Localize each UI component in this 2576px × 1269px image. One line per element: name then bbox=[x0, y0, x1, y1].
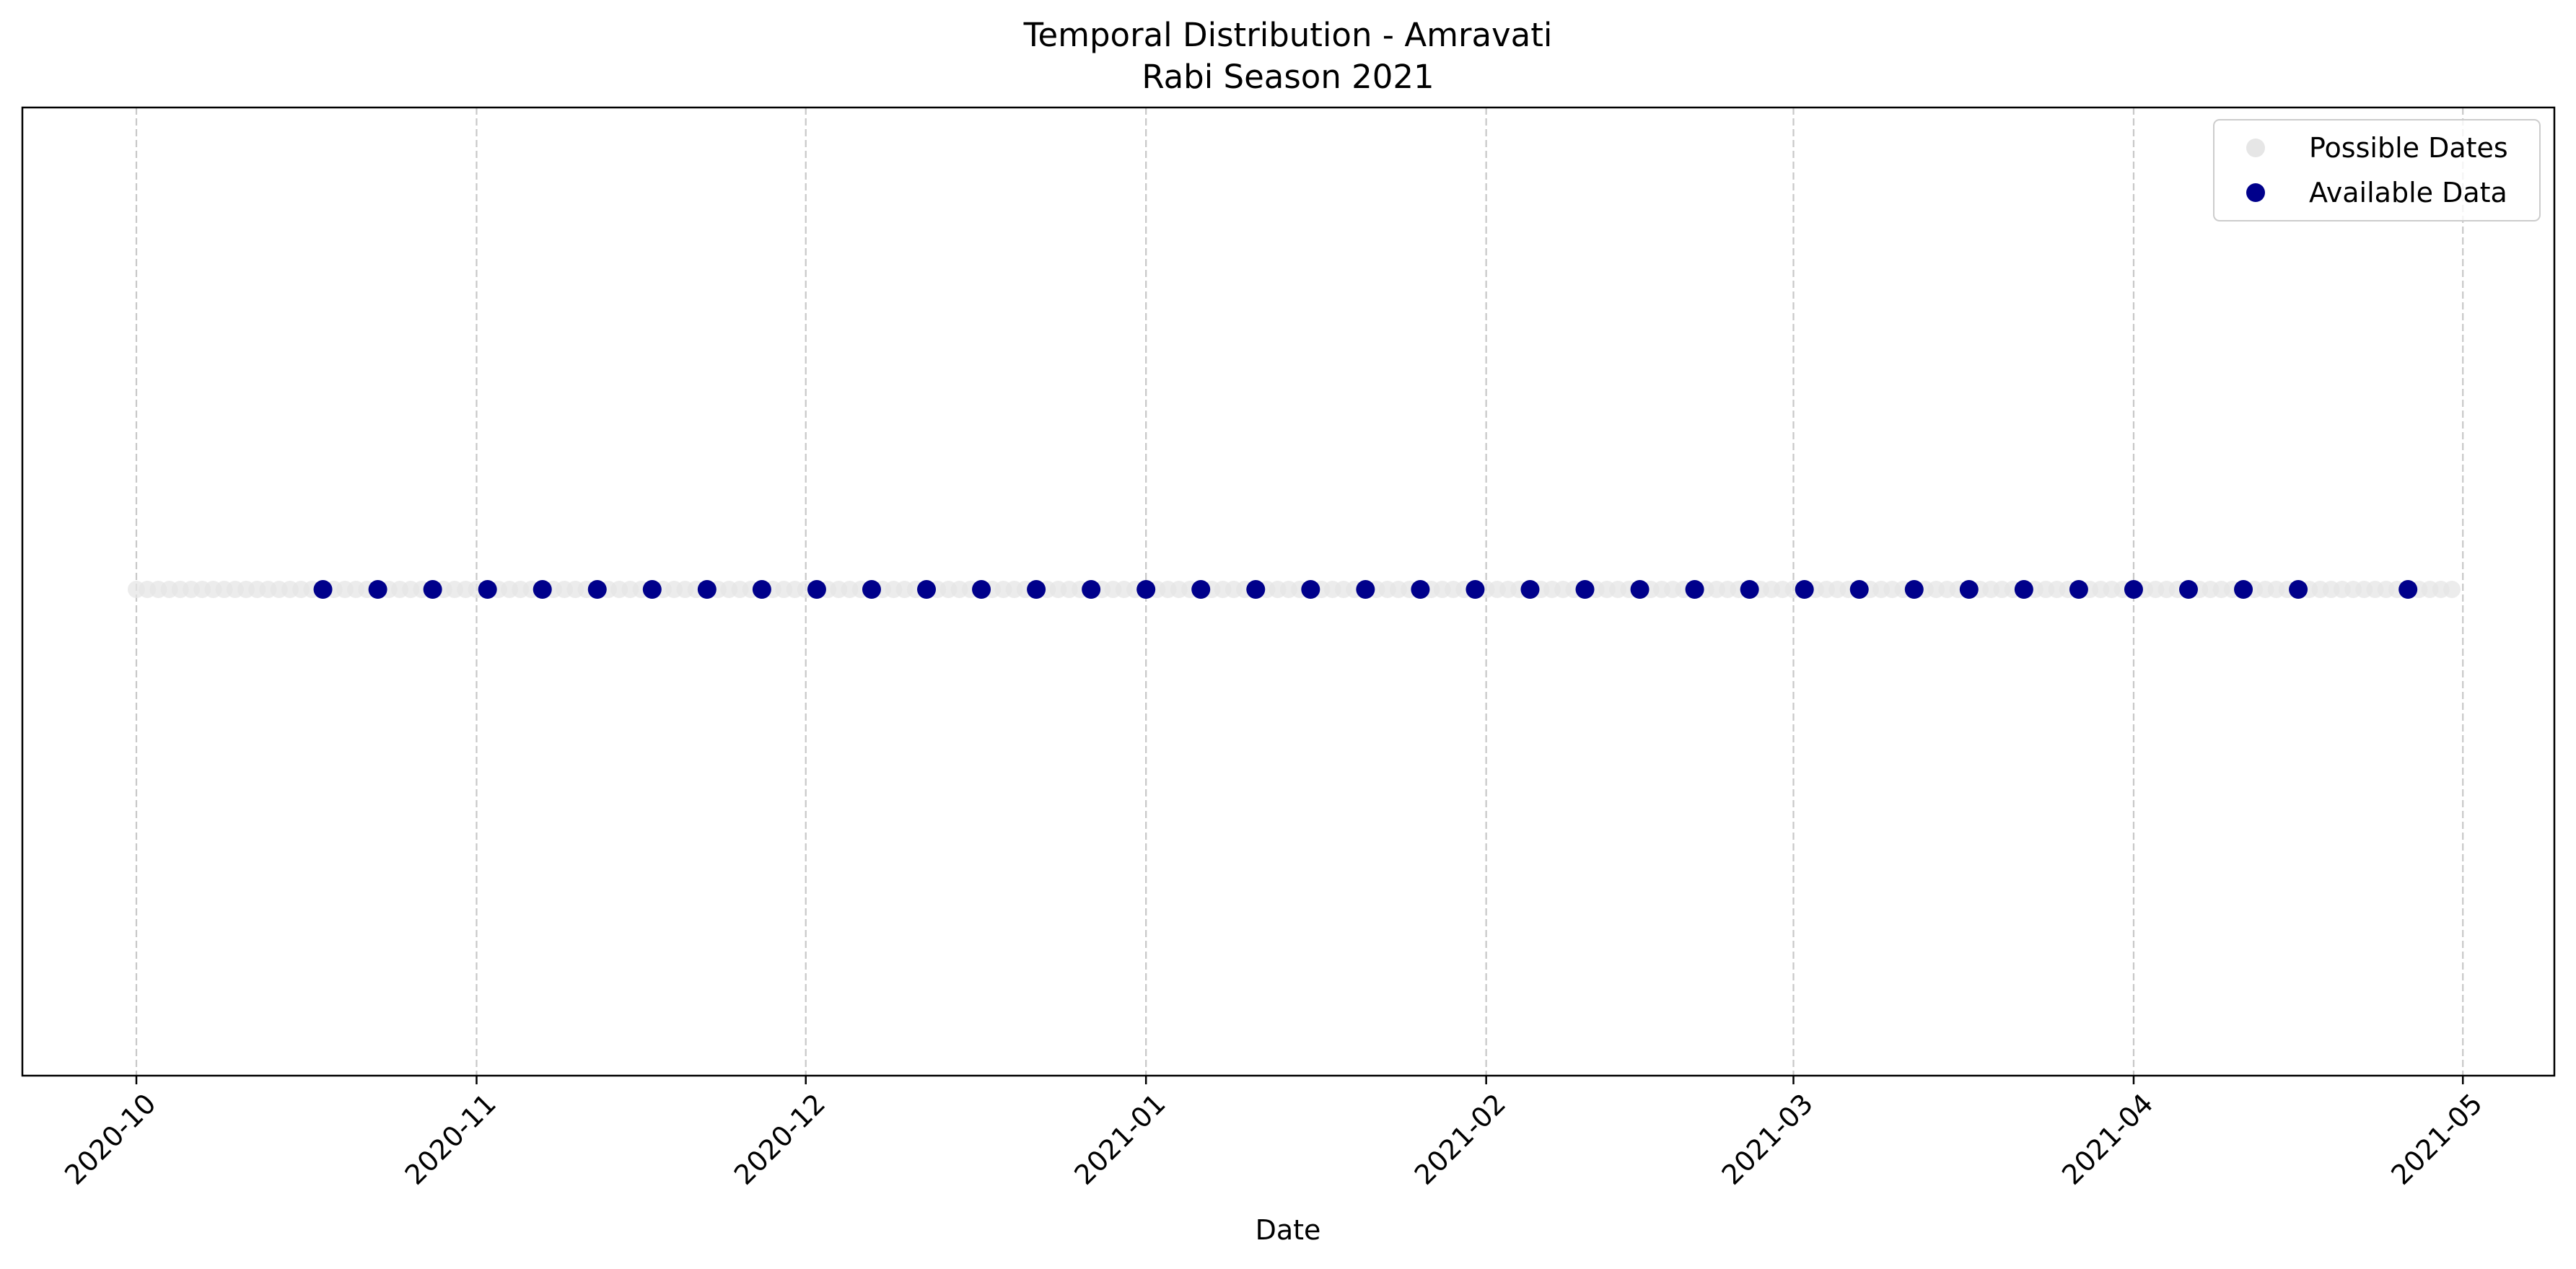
point-available-data bbox=[313, 580, 333, 599]
point-available-data bbox=[1904, 580, 1924, 599]
point-available-data bbox=[807, 580, 826, 599]
point-available-data bbox=[1027, 580, 1046, 599]
point-available-data bbox=[2069, 580, 2088, 599]
point-available-data bbox=[368, 580, 387, 599]
point-available-data bbox=[917, 580, 937, 599]
legend-label-available: Available Data bbox=[2309, 177, 2507, 208]
x-axis-label: Date bbox=[1256, 1214, 1321, 1246]
point-available-data bbox=[1246, 580, 1266, 599]
series-possible-dates bbox=[128, 581, 2461, 598]
point-available-data bbox=[2234, 580, 2253, 599]
point-available-data bbox=[533, 580, 552, 599]
point-available-data bbox=[2178, 580, 2198, 599]
point-available-data bbox=[1191, 580, 1211, 599]
point-available-data bbox=[1630, 580, 1650, 599]
point-available-data bbox=[862, 580, 881, 599]
point-available-data bbox=[2124, 580, 2143, 599]
point-available-data bbox=[1849, 580, 1869, 599]
legend-label-possible: Possible Dates bbox=[2309, 132, 2508, 164]
point-available-data bbox=[1466, 580, 1485, 599]
legend: Possible Dates Available Data bbox=[2213, 119, 2541, 221]
point-available-data bbox=[752, 580, 771, 599]
chart-title: Temporal Distribution - Amravati bbox=[1023, 16, 1553, 54]
point-available-data bbox=[2289, 580, 2308, 599]
legend-box bbox=[2213, 119, 2541, 221]
grid-lines bbox=[135, 107, 2464, 1076]
point-available-data bbox=[642, 580, 662, 599]
point-available-data bbox=[1136, 580, 1156, 599]
legend-marker-possible bbox=[2246, 139, 2265, 157]
point-available-data bbox=[1959, 580, 1979, 599]
point-available-data bbox=[1795, 580, 1814, 599]
point-available-data bbox=[1301, 580, 1320, 599]
point-available-data bbox=[2398, 580, 2418, 599]
point-available-data bbox=[1520, 580, 1540, 599]
point-possible-date bbox=[2443, 581, 2461, 598]
point-available-data bbox=[1575, 580, 1595, 599]
point-available-data bbox=[423, 580, 442, 599]
point-available-data bbox=[2014, 580, 2033, 599]
legend-marker-available bbox=[2246, 183, 2265, 202]
point-available-data bbox=[697, 580, 717, 599]
series-available-data bbox=[313, 580, 2418, 599]
point-available-data bbox=[1411, 580, 1430, 599]
point-available-data bbox=[1082, 580, 1101, 599]
point-available-data bbox=[1740, 580, 1759, 599]
chart-subtitle: Rabi Season 2021 bbox=[1142, 58, 1434, 96]
point-available-data bbox=[1356, 580, 1375, 599]
point-available-data bbox=[972, 580, 991, 599]
point-available-data bbox=[1685, 580, 1704, 599]
plot-frame bbox=[21, 106, 2556, 1077]
point-available-data bbox=[587, 580, 607, 599]
point-available-data bbox=[478, 580, 497, 599]
